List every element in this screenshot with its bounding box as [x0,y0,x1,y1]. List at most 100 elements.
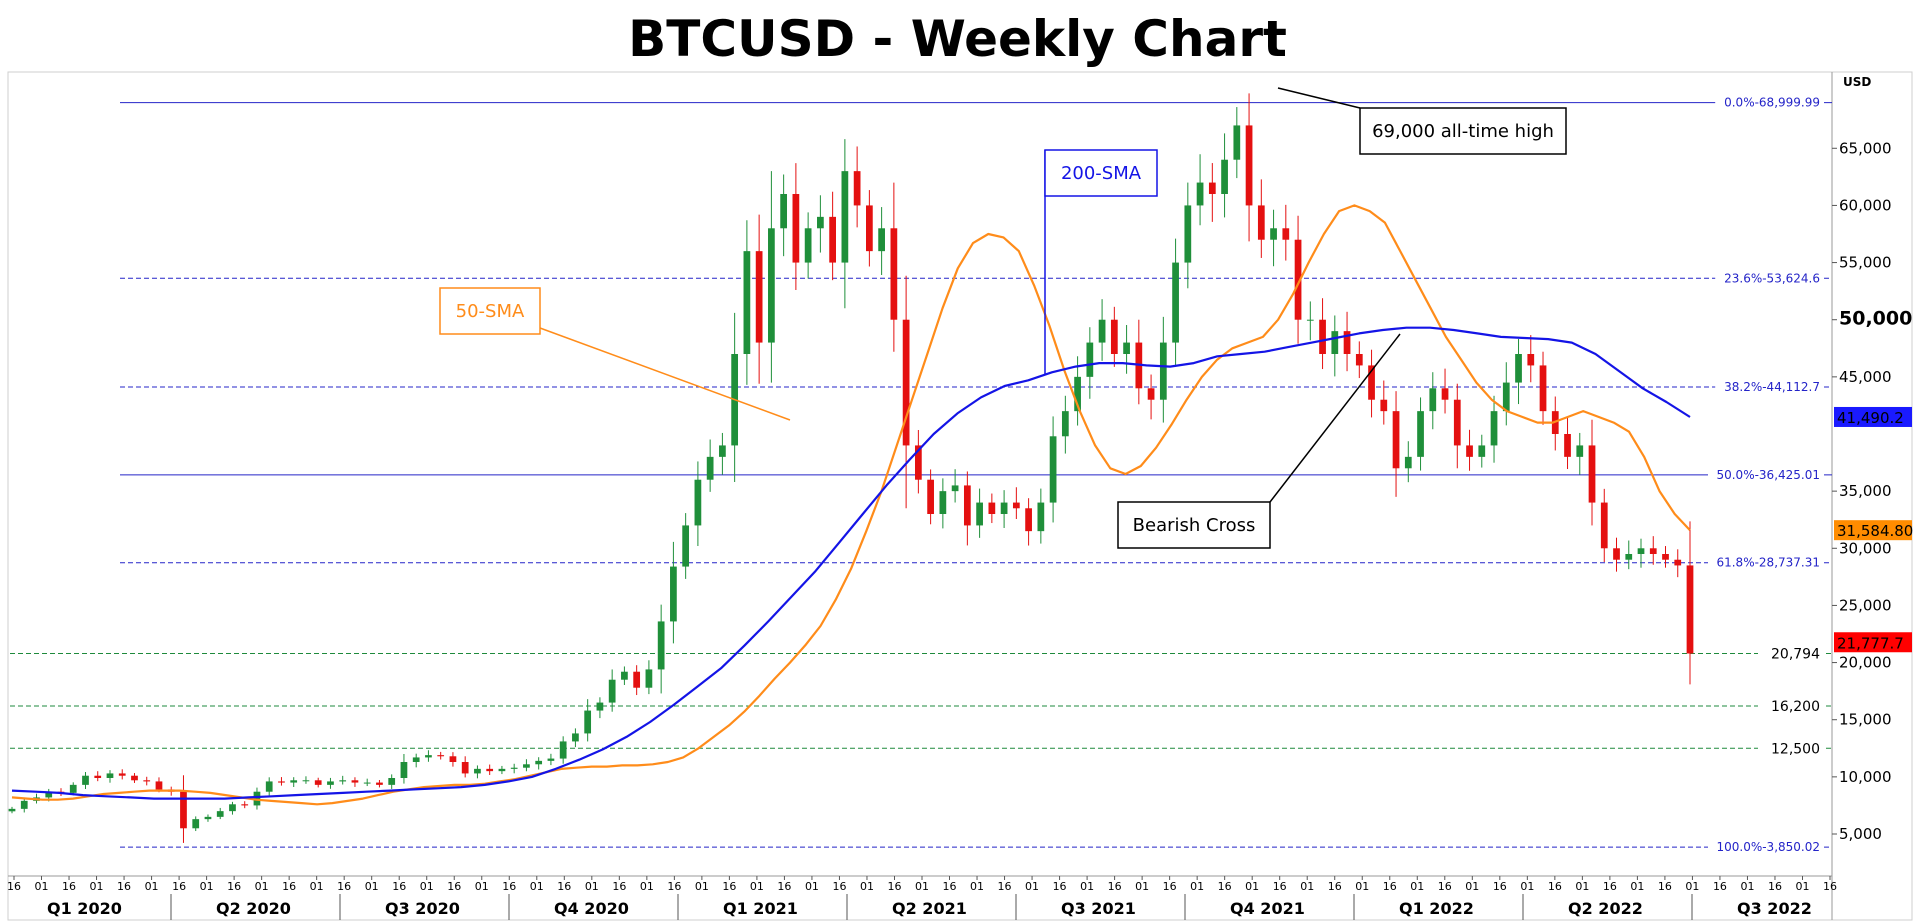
x-tick-label: 01 [1025,880,1039,893]
x-tick-label: 01 [750,880,764,893]
candle-body [939,491,947,514]
candle-body [804,228,812,263]
candle-body [1576,445,1584,457]
candle-body [1221,159,1228,194]
x-tick-label: 01 [1520,880,1534,893]
x-tick-label: 01 [585,880,599,893]
x-tick-label: 16 [832,880,846,893]
y-tick-label: 30,000 [1839,539,1892,557]
candle-body [988,502,996,514]
x-tick-label: 16 [1053,880,1067,893]
y-tick-label: 20,000 [1839,654,1892,672]
candle-body [1025,508,1032,532]
quarter-label: Q3 2021 [1061,899,1136,918]
y-tick-label: 10,000 [1839,768,1892,786]
candle-body [94,775,102,778]
x-tick-label: 16 [282,880,296,893]
candle-body [1515,354,1522,383]
candle-body [1649,548,1657,554]
candle-body [192,819,200,829]
candle-body [1098,319,1106,343]
candle-body [1490,411,1498,446]
y-tick-label: 25,000 [1839,596,1892,614]
y-tick-label: 5,000 [1839,825,1882,843]
x-tick-label: 16 [777,880,791,893]
candle-body [1343,331,1351,354]
fib-level-label: 50.0%-36,425.01 [1716,468,1820,482]
x-tick-label: 16 [227,880,241,893]
candle-body [572,733,579,742]
candle-body [706,456,714,480]
candle-body [719,445,726,457]
candle-body [486,768,494,772]
x-tick-label: 01 [915,880,929,893]
candle-body [768,228,775,343]
candle-body [829,216,836,263]
candle-body [69,784,77,793]
chart-title: BTCUSD - Weekly Chart [628,10,1287,68]
candle-body [1502,382,1510,412]
x-tick-label: 01 [860,880,874,893]
fib-level-label: 0.0%-68,999.99 [1724,96,1820,110]
fib-label-bg [1715,93,1824,111]
quarter-label: Q3 2020 [385,899,460,918]
candle-body [1539,365,1547,412]
candle-body [1466,445,1473,457]
quarter-label: Q2 2020 [216,899,291,918]
candle-body [400,762,408,778]
y-tick-label: 15,000 [1839,711,1892,729]
candle-body [1588,445,1596,503]
candle-body [216,811,224,817]
candle-body [327,781,334,785]
x-tick-label: 16 [1438,880,1452,893]
y-tick-label: 45,000 [1839,368,1892,386]
x-tick-label: 16 [1658,880,1672,893]
quarter-label: Q4 2021 [1230,899,1305,918]
candle-body [1037,502,1045,532]
x-tick-label: 01 [1355,880,1369,893]
candle-body [963,485,971,526]
candle-body [1270,228,1277,240]
plot-frame [7,71,1913,921]
fib-level-label: 61.8%-28,737.31 [1716,556,1820,570]
candle-body [229,804,236,812]
x-tick-label: 16 [1273,880,1287,893]
x-tick-label: 16 [1548,880,1562,893]
x-tick-label: 01 [1740,880,1754,893]
support-label-bg [1758,697,1824,714]
candle-body [1172,262,1179,343]
candle-body [363,782,371,784]
candle-body [8,808,16,812]
sma200-line [11,326,1691,800]
x-tick-label: 01 [420,880,434,893]
x-tick-label: 01 [970,880,984,893]
sma50-pointer [539,327,791,421]
cross-annotation-label: Bearish Cross [1133,515,1256,536]
candle-body [927,479,934,514]
x-tick-label: 16 [1218,880,1232,893]
candle-body [670,566,677,622]
candle-body [657,621,665,670]
candle-body [1086,342,1094,377]
candle-body [143,780,151,782]
x-tick-label: 16 [62,880,76,893]
x-tick-label: 16 [998,880,1012,893]
support-label-bg [1758,644,1824,662]
candle-body [1110,319,1118,354]
x-tick-label: 01 [1410,880,1424,893]
candle-body [1686,565,1694,654]
quarter-label: Q4 2020 [554,899,629,918]
cross-pointer [1269,333,1401,503]
sma50-annotation-box [439,287,541,335]
x-tick-label: 16 [1823,880,1837,893]
y-tick-label: 65,000 [1839,139,1892,157]
y-tick-label: 35,000 [1839,482,1892,500]
candle-body [1674,559,1682,566]
candle-body [1294,239,1302,320]
candle-body [461,762,469,774]
candle-body [1392,411,1400,469]
candle-body [1061,411,1069,437]
candle-body [633,671,641,688]
candle-body [817,216,824,229]
x-tick-label: 01 [1685,880,1699,893]
